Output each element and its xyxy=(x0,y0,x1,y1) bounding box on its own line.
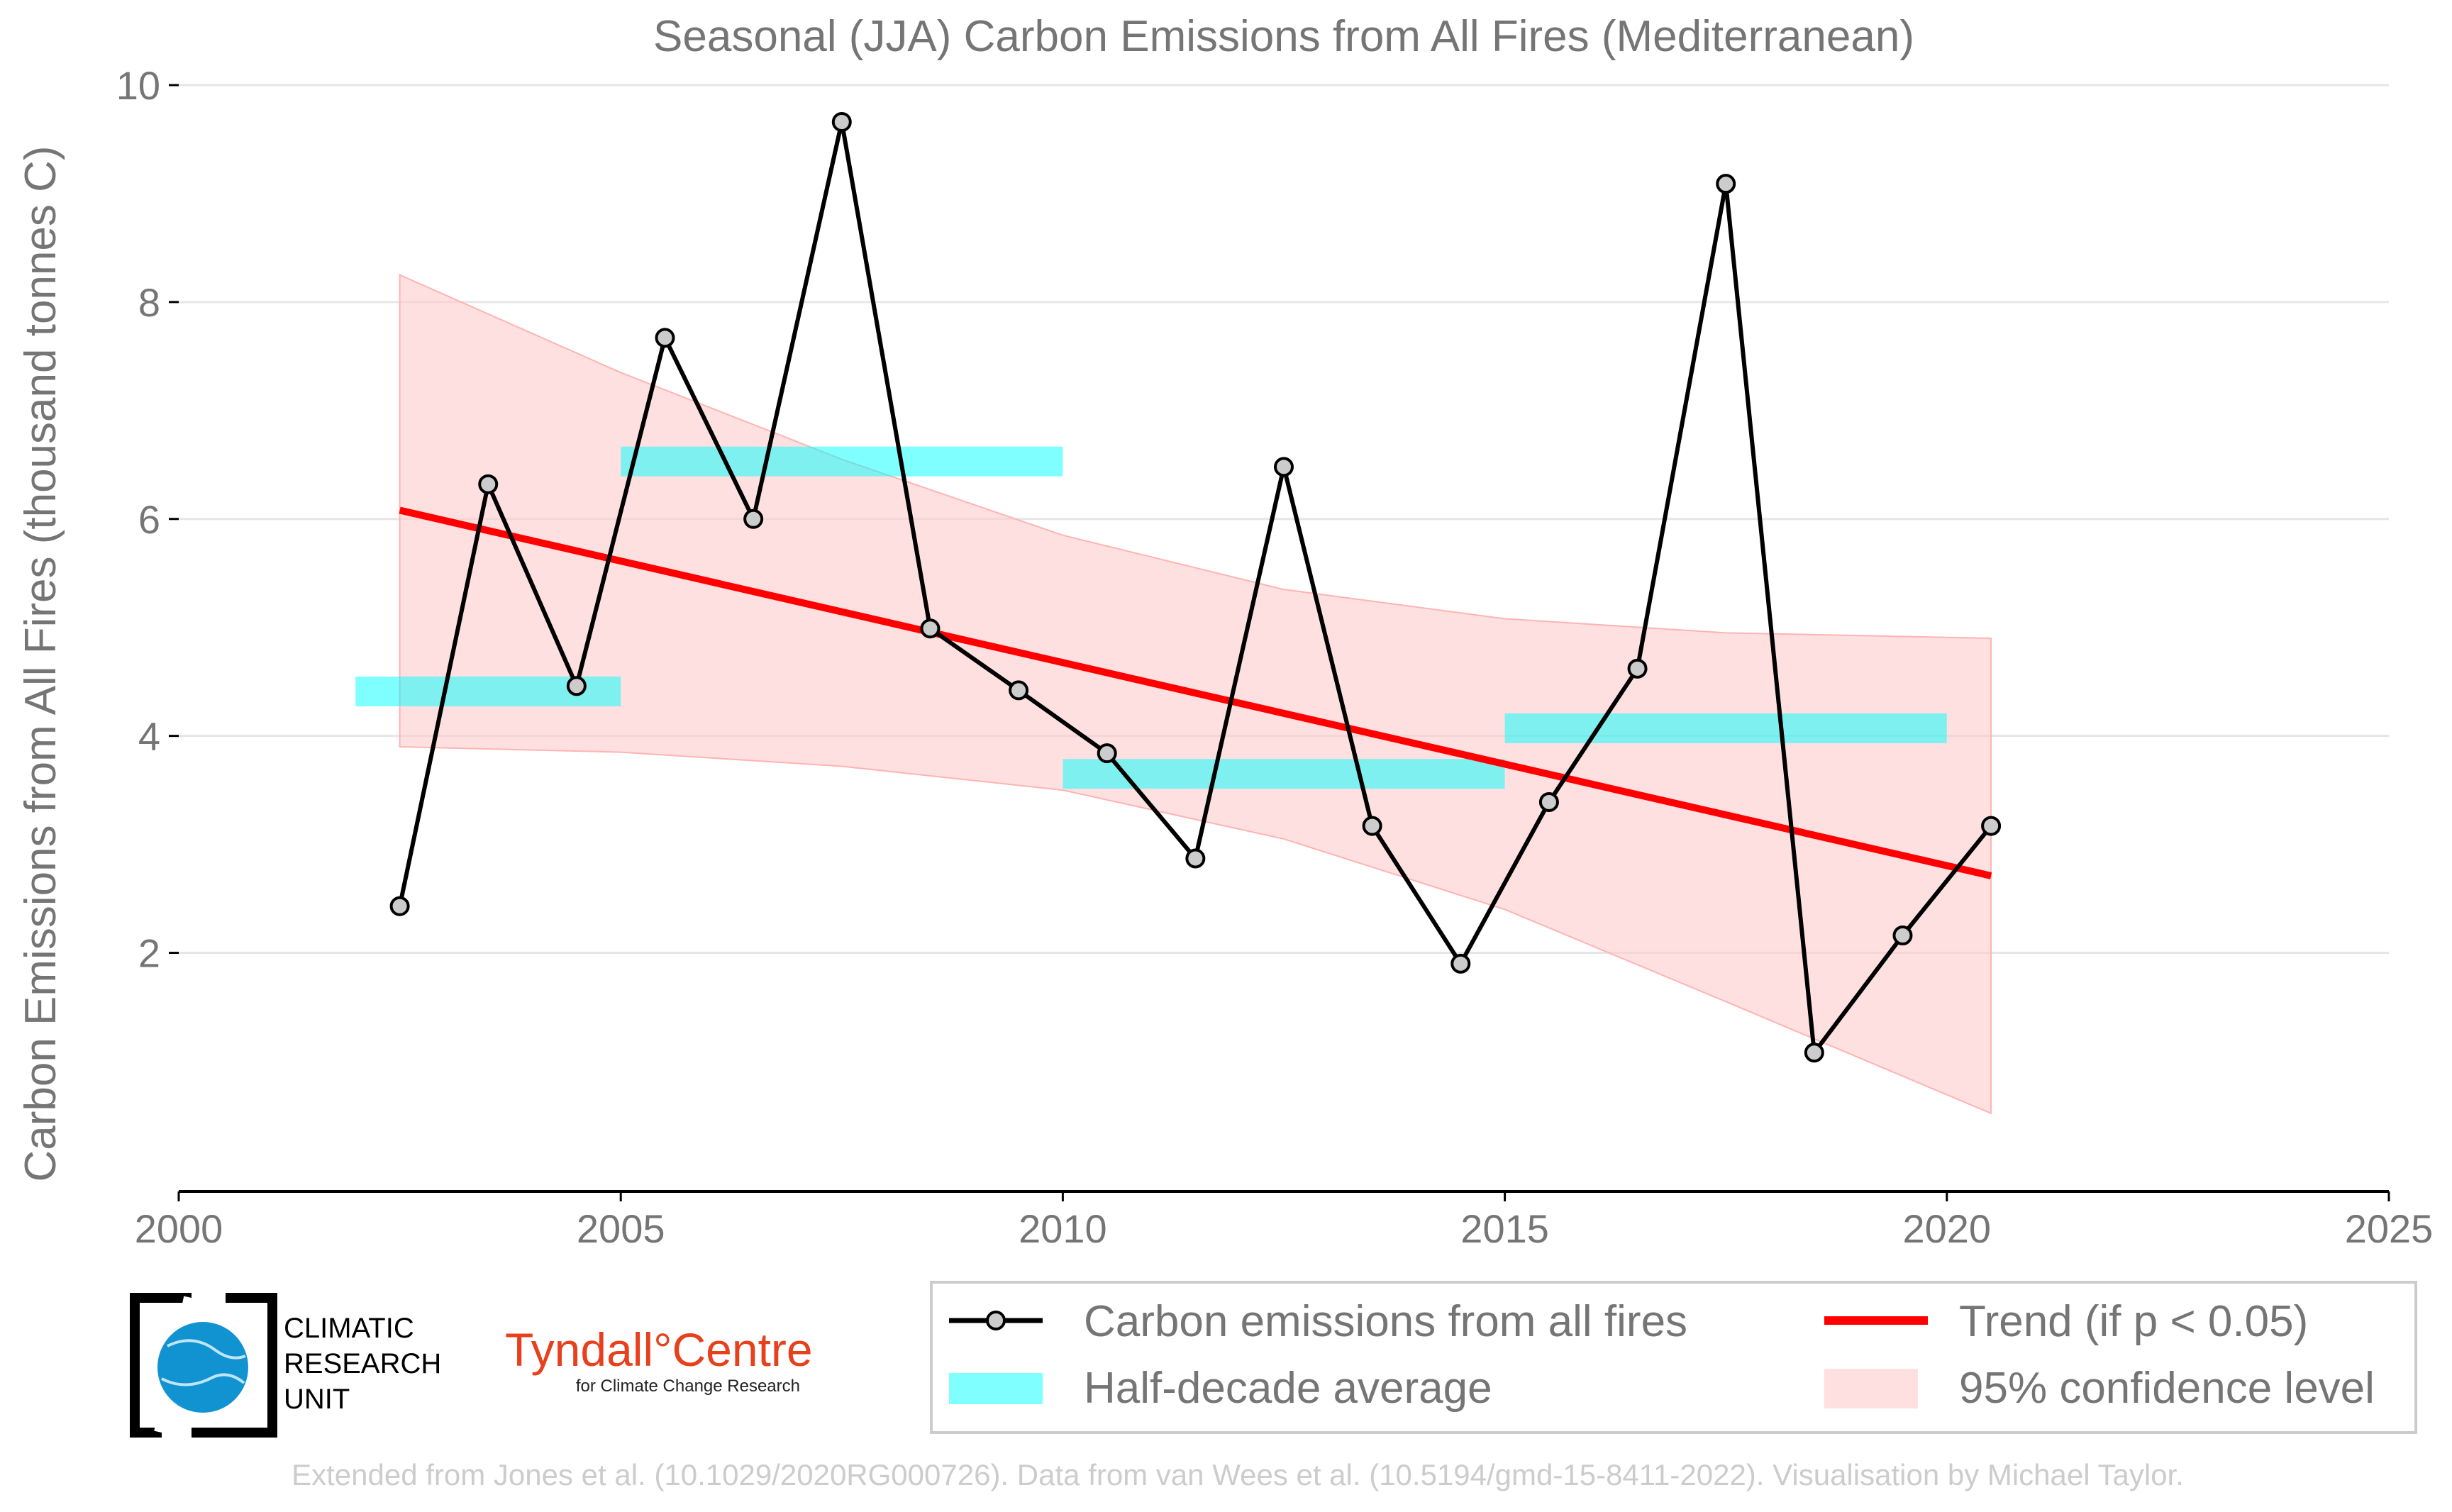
legend-ci-swatch xyxy=(1824,1369,1918,1408)
data-point xyxy=(743,508,764,529)
legend-box xyxy=(930,1281,2417,1434)
y-tick-label: 2 xyxy=(138,931,160,976)
half-decade-bar xyxy=(1504,713,1947,743)
data-point xyxy=(478,474,499,494)
tyndall-logo-sub: for Climate Change Research xyxy=(576,1377,800,1396)
data-point xyxy=(1274,457,1294,477)
cru-logo-frame-left xyxy=(130,1293,192,1438)
data-point xyxy=(1538,791,1559,812)
tyndall-logo: Tyndall°Centre for Climate Change Resear… xyxy=(505,1323,813,1396)
half-decade-bar xyxy=(1063,759,1505,789)
data-point xyxy=(1097,743,1117,764)
legend-emissions-label: Carbon emissions from all fires xyxy=(1084,1297,1687,1346)
data-point xyxy=(920,618,941,639)
half-decade-bars xyxy=(355,446,1947,789)
y-tick-label: 6 xyxy=(138,497,160,542)
legend-halfdecade-swatch xyxy=(949,1373,1043,1404)
legend-emissions-marker xyxy=(986,1311,1006,1330)
data-point xyxy=(831,112,852,132)
y-axis-label: Carbon Emissions from All Fires (thousan… xyxy=(16,145,65,1182)
y-tick-label: 10 xyxy=(116,63,160,108)
cru-logo-line-3: UNIT xyxy=(284,1384,350,1415)
x-tick-label: 2010 xyxy=(1019,1206,1107,1251)
cru-logo-frame-right xyxy=(192,1293,277,1438)
data-point xyxy=(1627,658,1648,679)
half-decade-bar xyxy=(621,446,1063,477)
data-point xyxy=(1804,1043,1824,1063)
x-tick-label: 2005 xyxy=(577,1206,665,1251)
data-point xyxy=(1716,174,1736,194)
legend-ci-label: 95% confidence level xyxy=(1959,1364,2375,1413)
data-point xyxy=(1009,680,1029,701)
data-point xyxy=(389,896,410,916)
data-point xyxy=(566,676,587,696)
data-point xyxy=(1185,848,1206,869)
x-tick-label: 2000 xyxy=(135,1206,223,1251)
cru-logo: CLIMATIC RESEARCH UNIT xyxy=(130,1293,441,1438)
legend-halfdecade-label: Half-decade average xyxy=(1084,1364,1492,1413)
emissions-markers xyxy=(389,112,2002,1063)
y-tick-label: 4 xyxy=(138,714,160,759)
x-tick-label: 2020 xyxy=(1903,1206,1992,1251)
x-tick-label: 2025 xyxy=(2345,1206,2434,1251)
y-tick-label: 8 xyxy=(138,280,160,325)
x-tick-label: 2015 xyxy=(1460,1206,1549,1251)
globe-icon xyxy=(157,1322,248,1413)
tyndall-logo-main: Tyndall°Centre xyxy=(505,1323,813,1376)
cru-logo-line-2: RESEARCH xyxy=(284,1348,441,1379)
data-point xyxy=(1981,816,2002,836)
trend-line xyxy=(399,506,1992,879)
data-point xyxy=(1362,816,1382,836)
y-axis-ticks: 2 4 6 8 10 xyxy=(116,63,179,976)
chart-title: Seasonal (JJA) Carbon Emissions from All… xyxy=(653,12,1914,61)
data-point xyxy=(1450,953,1471,974)
legend-trend-label: Trend (if p < 0.05) xyxy=(1959,1297,2308,1346)
cru-logo-line-1: CLIMATIC xyxy=(284,1313,414,1344)
credit-text: Extended from Jones et al. (10.1029/2020… xyxy=(292,1458,2184,1491)
data-point xyxy=(1892,925,1913,946)
x-axis-ticks: 2000 2005 2010 2015 2020 2025 xyxy=(135,1191,2434,1251)
legend: Carbon emissions from all fires Trend (i… xyxy=(930,1281,2417,1434)
data-point xyxy=(655,328,675,348)
